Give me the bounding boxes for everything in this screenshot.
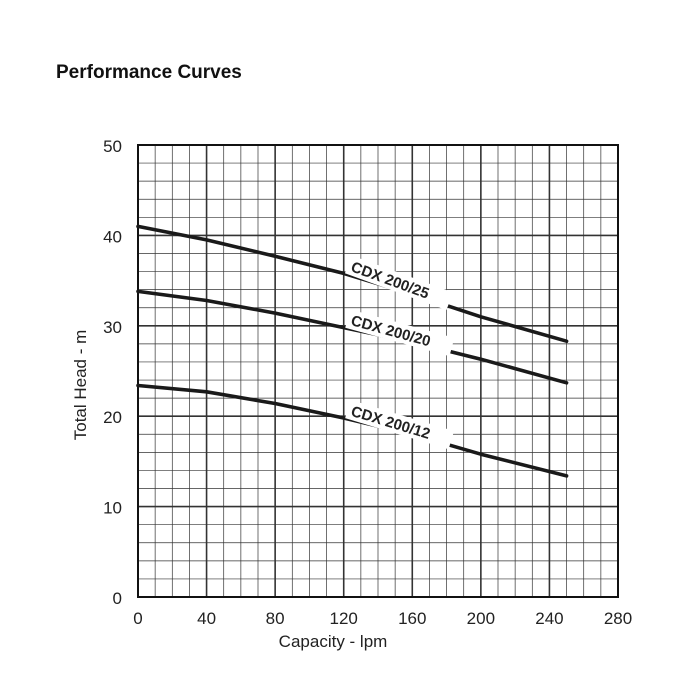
series-label-background	[345, 309, 455, 357]
x-tick-label: 80	[266, 609, 285, 628]
y-axis-label: Total Head - m	[71, 330, 90, 441]
y-tick-label: 30	[103, 318, 122, 337]
series-line	[136, 224, 569, 343]
series-label-background	[344, 255, 453, 311]
x-tick-label: 280	[604, 609, 632, 628]
x-tick-label: 200	[467, 609, 495, 628]
x-tick-label: 120	[330, 609, 358, 628]
series-label: CDX 200/12	[349, 403, 432, 443]
y-tick-label: 10	[103, 499, 122, 518]
y-tick-label: 20	[103, 408, 122, 427]
y-tick-label: 50	[103, 137, 122, 156]
x-tick-label: 240	[535, 609, 563, 628]
series-line	[136, 289, 569, 385]
x-axis-label: Capacity - lpm	[279, 632, 388, 651]
y-tick-label: 40	[103, 227, 122, 246]
x-tick-label: 0	[133, 609, 142, 628]
series-group: CDX 200/20	[136, 289, 569, 385]
x-tick-label: 40	[197, 609, 216, 628]
page-title: Performance Curves	[56, 62, 242, 83]
grid-lines	[137, 144, 619, 598]
plot-frame	[137, 144, 619, 598]
y-tick-label: 0	[113, 589, 122, 608]
x-tick-label: 160	[398, 609, 426, 628]
series-line	[136, 383, 569, 478]
series-label: CDX 200/20	[349, 312, 432, 350]
series-label-background	[345, 399, 455, 450]
series-group: CDX 200/12	[136, 383, 569, 478]
